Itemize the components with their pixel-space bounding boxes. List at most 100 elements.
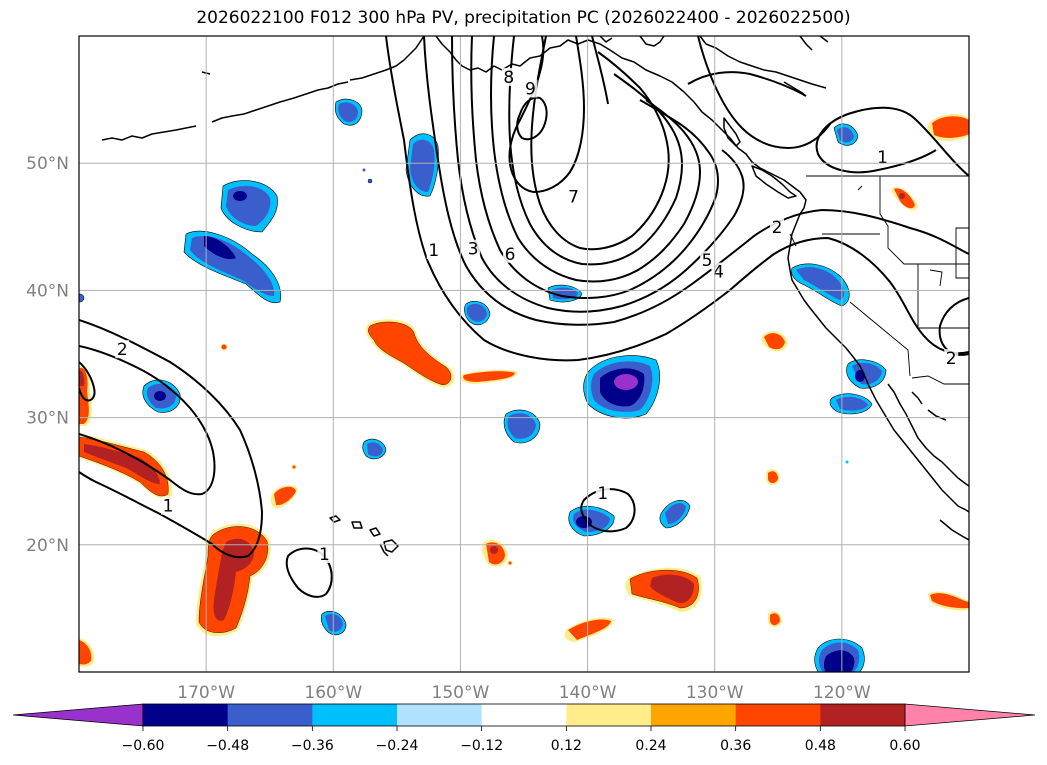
pos-blob-36n-126w — [761, 331, 788, 352]
neg-blob-38n-149w — [464, 301, 491, 326]
contour-label: 1 — [597, 484, 608, 504]
pos-blob-34n-179w — [79, 365, 92, 426]
graticule — [79, 36, 969, 672]
contour-label-bg — [944, 349, 959, 368]
colorbar-segment — [143, 704, 229, 726]
colorbar-segment — [820, 704, 906, 726]
contour-label-bg — [523, 79, 538, 98]
neg-blob-39n-121w — [791, 263, 850, 307]
contour-label: 9 — [525, 79, 536, 99]
neg-blob-28n-158w — [362, 438, 387, 460]
colorbar-tick-label: 0.60 — [889, 738, 920, 754]
lon-tick-label: 170°W — [177, 683, 235, 703]
contour-label: 7 — [568, 188, 579, 208]
contour-label: 1 — [428, 241, 439, 261]
colorbar-tick-label: 0.24 — [635, 738, 666, 754]
pos-blob-52n-112w — [927, 113, 969, 141]
contour-label: 5 — [702, 251, 713, 271]
colorbar-segment — [735, 704, 821, 726]
lat-tick-label: 40°N — [26, 281, 69, 301]
contour-label-bg — [595, 483, 610, 502]
colorbar-tick-label: −0.60 — [122, 738, 165, 754]
contour-label-bg — [566, 187, 581, 206]
contour-label: 4 — [713, 263, 724, 283]
map-frame — [78, 35, 970, 673]
map-area: 89 7 6 54 3 2 1 1 2 2 1 1 1 — [79, 36, 969, 672]
lon-tick-label: 140°W — [559, 683, 617, 703]
lon-tick-label: 150°W — [432, 683, 490, 703]
lat-tick-label: 30°N — [26, 409, 69, 429]
neg-blob-43n-170w — [183, 230, 281, 304]
map-title: 2026022100 F012 300 hPa PV, precipitatio… — [196, 8, 851, 28]
pos-blob-14n-125w — [768, 611, 782, 628]
latitude-tick-labels: 20°N 30°N 40°N 50°N — [26, 154, 69, 556]
coastlines — [101, 36, 969, 557]
colorbar-tick-label: −0.24 — [376, 738, 419, 754]
colorbar-segment — [397, 704, 483, 726]
pos-blob-34n-146w — [460, 369, 518, 384]
colorbar-extend-high — [904, 703, 1036, 727]
pos-blob-17n-132w — [625, 567, 702, 612]
pv-contours — [79, 36, 969, 598]
political-borders — [789, 175, 969, 385]
neg-blob-51n-120w — [833, 123, 859, 146]
contour-label: 1 — [163, 497, 174, 517]
contour-label: 2 — [117, 340, 128, 360]
neg-blob-32n-174w — [142, 379, 181, 413]
colorbar-segment — [651, 704, 737, 726]
colorbar-outline — [142, 703, 906, 727]
contour-label-bg — [426, 240, 441, 259]
colorbar-tick-label: 0.36 — [720, 738, 751, 754]
colorbar-tick-label: −0.48 — [206, 738, 249, 754]
contour-labels: 89 7 6 54 3 2 1 1 2 2 1 1 1 — [115, 67, 959, 565]
lat-tick-label: 20°N — [26, 536, 69, 556]
neg-blob-48n-168w — [220, 180, 278, 233]
contour-label: 2 — [946, 349, 957, 369]
contour-label-bg — [770, 218, 785, 237]
colorbar-tick-label: −0.36 — [291, 738, 334, 754]
colorbar-tick-label: 0.48 — [805, 738, 836, 754]
colorbar-segment — [481, 704, 567, 726]
colorbar-tick-label: 0.12 — [551, 738, 582, 754]
lon-tick-label: 130°W — [686, 683, 744, 703]
pos-blob-19n-147w — [481, 539, 508, 567]
neg-blob-50n-152w — [405, 133, 439, 197]
contour-label: 1 — [877, 148, 888, 168]
neg-blob-33n-137w — [583, 355, 660, 419]
contour-label-bg — [466, 239, 481, 258]
colorbar-extend-low — [12, 703, 144, 727]
neg-blob-54n-159w — [334, 98, 363, 126]
colorbar: −0.60 −0.48 −0.36 −0.24 −0.12 0.12 0.24 0.36 0.4… — [12, 703, 1036, 754]
pos-blob-24n-163w — [270, 485, 298, 509]
colorbar-segment — [227, 704, 313, 726]
contour-label: 1 — [319, 545, 330, 565]
pos-blob-15n-112w — [928, 591, 969, 611]
neg-blob-12n-120w — [814, 638, 865, 672]
pos-blob-28n-178w — [79, 434, 173, 499]
contour-label-bg — [501, 67, 516, 86]
pos-blob-37n-153w — [365, 319, 455, 388]
precipitation-shading — [79, 98, 969, 672]
colorbar-segment — [566, 704, 652, 726]
contour-label: 8 — [503, 68, 514, 88]
colorbar-segment — [312, 704, 398, 726]
pos-blob-47n-117w — [891, 187, 918, 211]
neg-blob-34n-118w — [846, 359, 887, 389]
contour-label-bg — [115, 340, 130, 359]
contour-label: 2 — [772, 218, 783, 238]
contour-label-bg — [700, 251, 715, 270]
contour-label: 6 — [505, 245, 516, 265]
pos-blob-11n-180w — [79, 638, 95, 668]
pos-blob-26n-125w — [766, 469, 780, 486]
contour-label-bg — [161, 496, 175, 515]
lon-tick-label: 160°W — [304, 683, 362, 703]
contour-label-bg — [317, 544, 332, 563]
neg-blob-29n-146w — [503, 409, 541, 444]
contour-label: 3 — [468, 240, 479, 260]
lat-tick-label: 50°N — [26, 154, 69, 174]
pos-blob-13n-140w — [564, 617, 614, 642]
contour-label-bg — [503, 244, 518, 263]
contour-label-bg — [875, 148, 890, 167]
neg-blob-31n-119w — [829, 393, 873, 415]
